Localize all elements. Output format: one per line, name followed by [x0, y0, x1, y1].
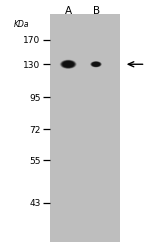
- Ellipse shape: [90, 62, 102, 68]
- Text: 43: 43: [29, 198, 40, 207]
- Ellipse shape: [92, 63, 100, 67]
- Ellipse shape: [63, 62, 74, 68]
- Text: 55: 55: [29, 156, 40, 165]
- Text: 95: 95: [29, 94, 40, 102]
- Text: 130: 130: [23, 60, 40, 70]
- Ellipse shape: [61, 61, 76, 69]
- Ellipse shape: [61, 61, 75, 69]
- Ellipse shape: [91, 62, 101, 68]
- Text: 170: 170: [23, 36, 40, 45]
- Ellipse shape: [62, 62, 75, 68]
- Text: B: B: [93, 6, 100, 16]
- Ellipse shape: [92, 62, 100, 68]
- Ellipse shape: [63, 62, 73, 68]
- Ellipse shape: [93, 63, 99, 67]
- Ellipse shape: [60, 60, 76, 70]
- Ellipse shape: [91, 62, 101, 68]
- Bar: [50, 15, 120, 242]
- Ellipse shape: [92, 63, 100, 67]
- Text: A: A: [65, 6, 72, 16]
- Ellipse shape: [62, 62, 74, 68]
- Ellipse shape: [63, 62, 74, 68]
- Ellipse shape: [60, 60, 77, 70]
- Ellipse shape: [92, 63, 100, 67]
- Text: KDa: KDa: [14, 20, 29, 29]
- Text: 72: 72: [29, 125, 40, 134]
- Ellipse shape: [90, 62, 102, 68]
